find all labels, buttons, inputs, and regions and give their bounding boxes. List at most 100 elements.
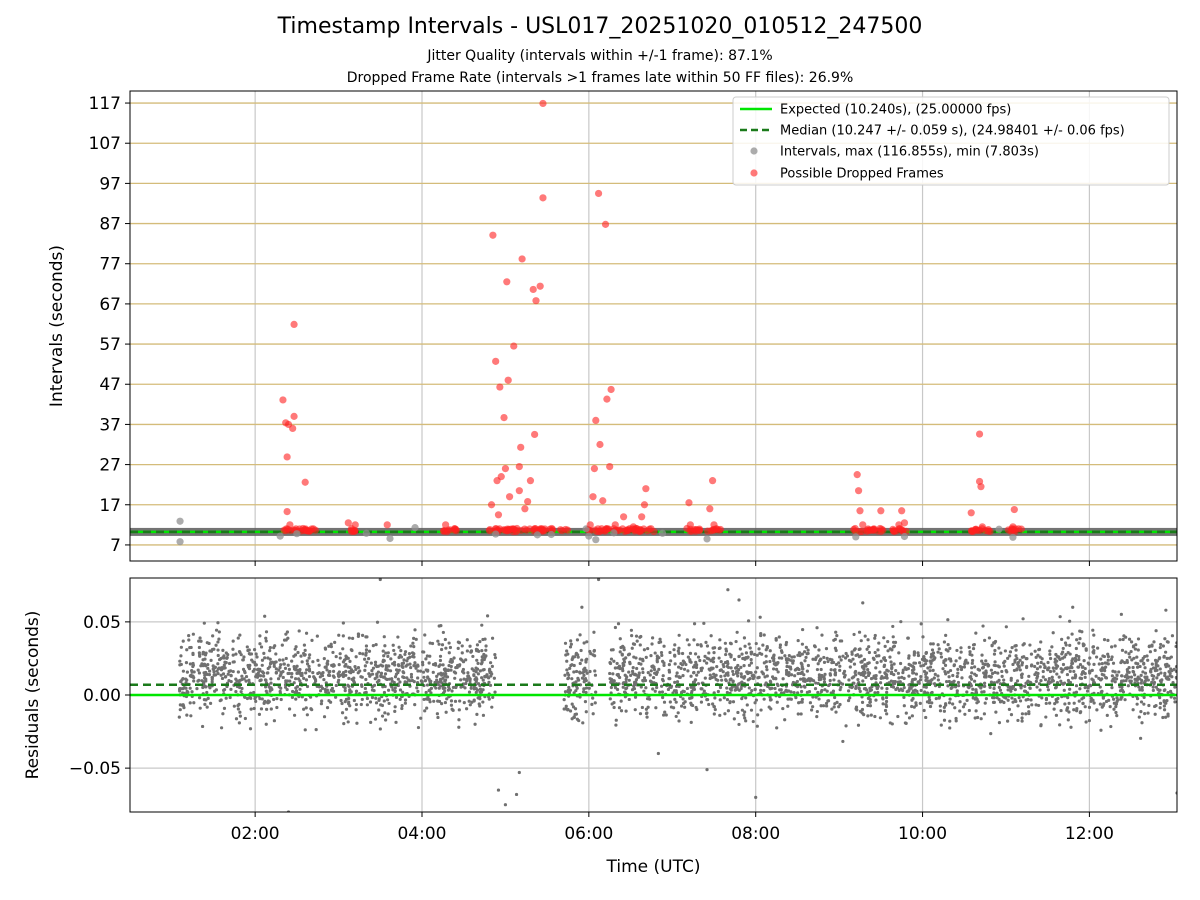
residual-point — [709, 634, 713, 638]
residual-point — [472, 698, 476, 702]
residual-point — [367, 649, 372, 653]
residual-point — [358, 669, 362, 673]
residual-point — [987, 636, 992, 640]
residual-point — [1135, 678, 1139, 682]
residual-point — [833, 672, 837, 676]
residual-point — [911, 696, 915, 701]
residual-point — [679, 661, 683, 666]
residual-point — [1099, 690, 1103, 694]
residual-point — [1059, 667, 1063, 671]
residual-point — [754, 670, 758, 674]
residual-point — [363, 668, 367, 672]
residual-point — [703, 654, 707, 658]
residual-point — [294, 645, 298, 649]
residual-point — [481, 713, 486, 717]
residual-point — [897, 651, 901, 655]
residual-point — [992, 663, 996, 667]
residual-point — [638, 712, 643, 716]
residual-point — [669, 659, 673, 663]
residual-point — [719, 668, 723, 672]
residual-point — [191, 632, 195, 636]
residual-point — [682, 661, 687, 665]
residual-point — [984, 696, 989, 701]
residual-point — [1029, 664, 1034, 668]
residual-point — [302, 651, 306, 656]
residual-point — [682, 667, 687, 671]
residual-point — [653, 651, 657, 655]
residual-point — [1164, 650, 1168, 654]
residual-point — [931, 668, 935, 673]
residual-point — [959, 650, 963, 654]
dropped-frame-point — [558, 527, 566, 535]
residual-point — [732, 657, 737, 662]
residual-point — [272, 664, 276, 668]
residual-point — [907, 662, 911, 666]
residual-point — [1146, 658, 1150, 662]
residual-point — [487, 697, 491, 701]
residual-point — [346, 720, 350, 724]
residual-point — [185, 670, 189, 674]
residual-point — [264, 689, 268, 693]
residual-point — [584, 686, 589, 690]
residual-point — [1058, 615, 1062, 619]
residual-point — [1041, 675, 1045, 679]
residual-point — [192, 701, 196, 705]
residual-point — [692, 680, 697, 684]
residual-point — [438, 663, 442, 667]
residual-point — [1078, 687, 1082, 691]
residual-point — [584, 669, 588, 673]
residual-point — [997, 721, 1002, 725]
residual-point — [374, 701, 379, 705]
residual-point — [563, 641, 568, 645]
residual-point — [1047, 681, 1051, 686]
residual-point — [295, 685, 300, 689]
residual-point — [790, 655, 794, 659]
residual-point — [694, 660, 698, 664]
residual-point — [229, 679, 233, 684]
residual-point — [262, 700, 267, 704]
dropped-frame-point — [858, 527, 866, 536]
residual-point — [585, 640, 589, 644]
residual-point — [286, 663, 290, 667]
residual-point — [1041, 669, 1045, 674]
residual-point — [315, 634, 319, 638]
residual-point — [913, 688, 917, 692]
residual-point — [364, 651, 368, 655]
residual-point — [746, 678, 750, 682]
residual-point — [1067, 701, 1071, 705]
residual-point — [302, 707, 306, 711]
residual-point — [728, 678, 732, 682]
residual-point — [1113, 644, 1117, 648]
residual-point — [982, 675, 987, 679]
residual-point — [751, 719, 755, 724]
residual-point — [890, 670, 894, 674]
residual-point — [828, 682, 832, 686]
residual-point — [921, 635, 925, 639]
residual-point — [325, 668, 329, 672]
residual-point — [756, 713, 760, 717]
residual-point — [1083, 666, 1087, 671]
residual-point — [793, 668, 797, 672]
residual-point — [475, 688, 480, 692]
residual-point — [1159, 642, 1163, 647]
dropped-frame-point — [604, 525, 613, 533]
residual-point — [1008, 650, 1013, 654]
residual-point — [822, 660, 827, 664]
residual-point — [443, 667, 447, 671]
residual-point — [572, 663, 576, 668]
residual-point — [327, 644, 331, 648]
residual-point — [202, 621, 206, 625]
residual-point — [368, 700, 373, 704]
residual-point — [924, 662, 928, 666]
residual-point — [216, 648, 220, 652]
residual-point — [1060, 670, 1064, 674]
residual-point — [352, 676, 356, 680]
dropped-frame-point — [283, 507, 291, 516]
residual-point — [1091, 645, 1096, 649]
residual-point — [720, 678, 724, 682]
residual-point — [405, 676, 409, 680]
residual-point — [1068, 643, 1072, 648]
residual-point — [929, 660, 933, 664]
residual-point — [344, 716, 348, 720]
residual-point — [891, 635, 895, 639]
